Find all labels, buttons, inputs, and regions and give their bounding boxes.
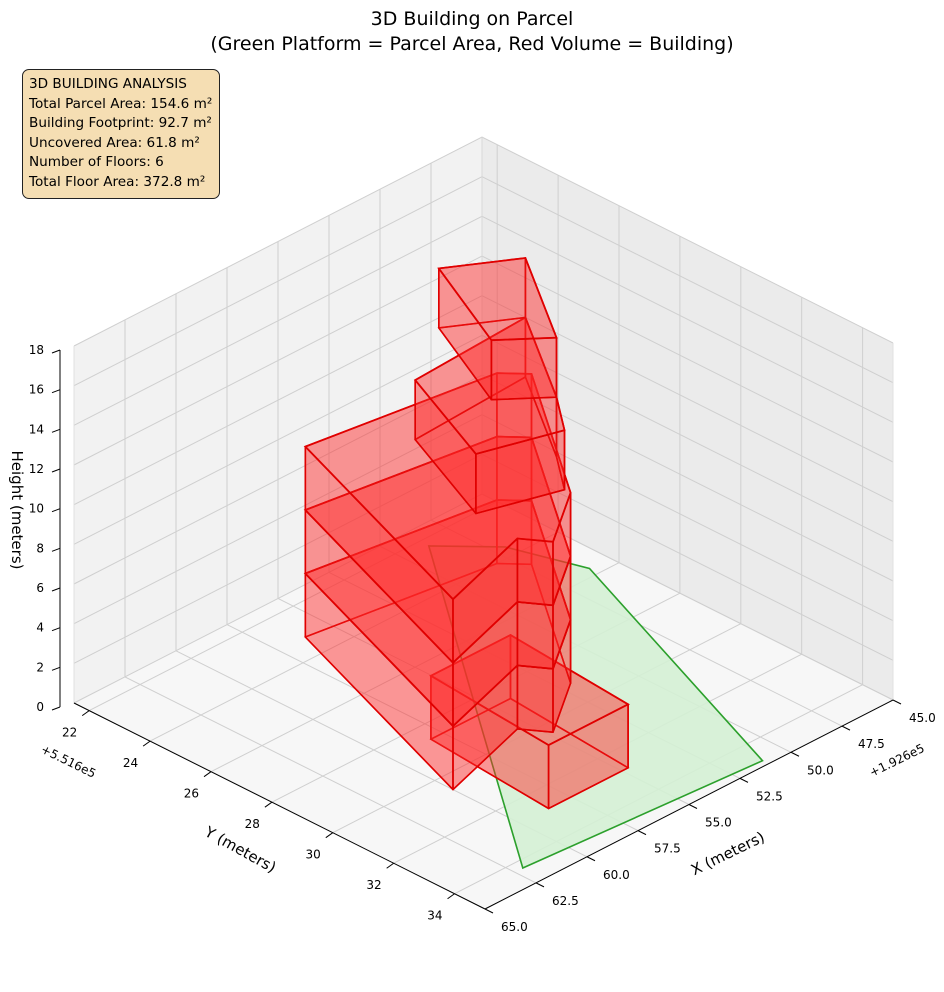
x-tick xyxy=(535,882,545,888)
x-tick xyxy=(688,804,698,809)
x-tick-label: 62.5 xyxy=(552,894,579,908)
z-tick-label: 16 xyxy=(29,383,44,397)
y-tick-label: 22 xyxy=(62,726,77,740)
building-floor xyxy=(429,633,630,810)
z-tick xyxy=(51,468,61,473)
info-line-floors: Number of Floors: 6 xyxy=(29,154,164,170)
y-tick-label: 26 xyxy=(184,787,199,801)
info-line-floor-area: Total Floor Area: 372.8 m² xyxy=(29,173,206,190)
z-tick xyxy=(51,428,61,433)
x-tick-label: 52.5 xyxy=(756,789,783,803)
y-tick-label: 24 xyxy=(123,756,138,770)
z-tick xyxy=(51,349,61,354)
floor-side-face xyxy=(490,336,558,401)
x-tick xyxy=(790,751,800,757)
z-axis-label: Height (meters) xyxy=(8,451,26,570)
y-axis-offset-label: +5.516e5 xyxy=(39,742,99,781)
back-pane-yz xyxy=(482,137,893,700)
y-tick xyxy=(203,771,212,778)
x-tick xyxy=(637,830,647,836)
tick-labels: 45.047.550.052.555.057.560.062.565.02224… xyxy=(29,343,936,934)
z-tick-label: 14 xyxy=(29,422,44,436)
x-tick-label: 57.5 xyxy=(654,842,681,856)
z-tick xyxy=(51,587,61,592)
z-tick-label: 12 xyxy=(29,462,44,476)
z-tick-label: 8 xyxy=(36,541,44,555)
x-tick xyxy=(586,856,596,862)
y-tick xyxy=(142,740,151,747)
building-layer xyxy=(303,257,630,810)
z-tick xyxy=(51,666,61,671)
floor-side-face xyxy=(516,664,554,734)
x-tick-label: 47.5 xyxy=(858,737,885,751)
z-tick-label: 2 xyxy=(36,660,44,674)
x-tick-label: 60.0 xyxy=(603,868,630,882)
x-tick-label: 50.0 xyxy=(807,763,834,777)
info-box-title: 3D BUILDING ANALYSIS xyxy=(29,76,187,92)
building-floor xyxy=(303,435,572,728)
y-tick-label: 30 xyxy=(305,848,320,862)
building-floor xyxy=(413,316,566,515)
chart-title: 3D Building on Parcel xyxy=(370,8,574,30)
y-tick xyxy=(325,832,334,839)
x-axis-label: X (meters) xyxy=(688,828,768,879)
building-floor xyxy=(303,499,572,791)
z-tick-label: 10 xyxy=(29,502,44,516)
x-tick xyxy=(892,699,902,705)
z-tick xyxy=(51,508,61,513)
y-tick xyxy=(447,893,455,900)
z-tick-label: 18 xyxy=(29,343,44,357)
floor-top-face xyxy=(437,257,558,342)
z-tick xyxy=(51,706,61,711)
y-tick xyxy=(386,862,394,869)
y-axis-line xyxy=(73,702,486,910)
x-tick xyxy=(841,725,851,731)
x-tick xyxy=(484,908,494,914)
y-tick-label: 32 xyxy=(366,878,381,892)
y-tick xyxy=(81,710,90,717)
floor-top-face xyxy=(429,633,630,747)
chart-subtitle: (Green Platform = Parcel Area, Red Volum… xyxy=(210,33,734,55)
building-floor xyxy=(303,372,572,664)
y-tick-label: 34 xyxy=(427,909,442,923)
floor-top-face xyxy=(303,372,572,601)
z-tick-label: 0 xyxy=(36,700,44,714)
floor-side-face xyxy=(516,537,554,607)
building-floor xyxy=(437,257,558,401)
z-tick xyxy=(51,389,61,394)
x-tick-label: 45.0 xyxy=(909,711,936,725)
y-axis-label: Y (meters) xyxy=(201,822,279,876)
z-tick-label: 6 xyxy=(36,581,44,595)
x-tick-label: 65.0 xyxy=(501,920,528,934)
analysis-info-box: 3D BUILDING ANALYSIS Total Parcel Area: … xyxy=(22,69,220,199)
info-line-uncovered: Uncovered Area: 61.8 m² xyxy=(29,134,200,151)
x-tick xyxy=(739,777,749,783)
floor-side-face xyxy=(516,601,554,670)
info-line-footprint: Building Footprint: 92.7 m² xyxy=(29,115,212,131)
z-tick xyxy=(51,627,61,632)
y-tick-label: 28 xyxy=(245,817,260,831)
z-tick-label: 4 xyxy=(36,621,44,635)
y-tick xyxy=(264,801,273,808)
info-line-parcel-area: Total Parcel Area: 154.6 m² xyxy=(29,95,213,112)
z-tick xyxy=(51,547,61,552)
x-tick-label: 55.0 xyxy=(705,816,732,830)
